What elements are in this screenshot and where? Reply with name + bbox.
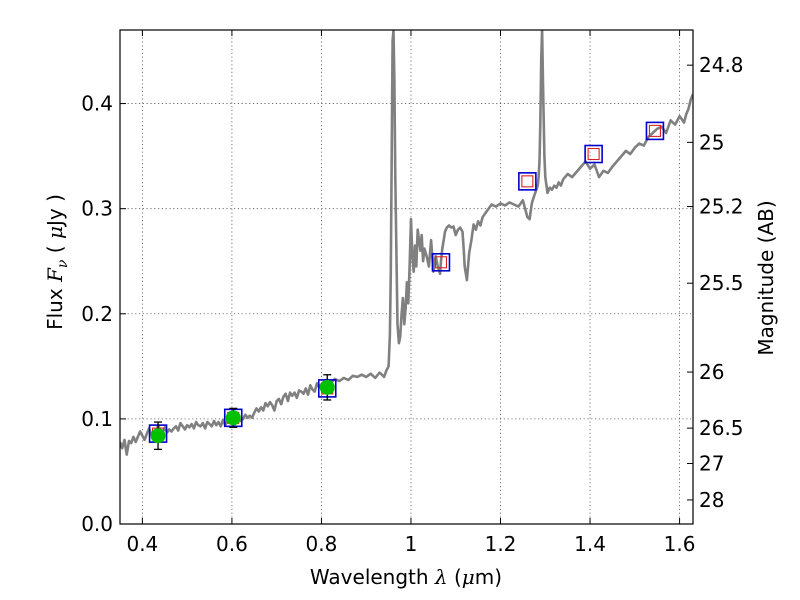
mag-tick-label: 26 [699, 360, 724, 384]
x-tick-label: 0.4 [126, 532, 158, 556]
mag-tick-label: 25.5 [699, 271, 744, 295]
model-square-outer [431, 252, 451, 272]
y-tick-label: 0.2 [81, 302, 113, 326]
observed-point [319, 379, 335, 395]
grid-layer [120, 30, 693, 525]
y-tick-label: 0.4 [81, 92, 113, 116]
x-axis-title: Wavelength λ (μm) [310, 565, 502, 589]
model-square-outer [645, 121, 665, 141]
observed-point [150, 428, 166, 444]
mag-tick-label: 24.8 [699, 53, 744, 77]
y-tick-label: 0.3 [81, 197, 113, 221]
model-square-outer [584, 144, 603, 164]
x-tick-label: 0.6 [216, 532, 248, 556]
mag-tick-label: 25.2 [699, 195, 744, 219]
y-tick-label: 0.0 [81, 512, 113, 536]
model-square-inner [648, 124, 661, 137]
model-square-inner [521, 175, 534, 188]
x-tick-label: 1.4 [574, 532, 606, 556]
plot-frame [119, 29, 694, 525]
x-tick-label: 1.6 [664, 532, 696, 556]
model-square-inner [434, 256, 448, 269]
x-tick-label: 0.8 [306, 532, 338, 556]
tick-layer: 0.4 0.6 0.8 1 1.2 1.4 1.6 0.0 0.1 0.2 0.3 0.4 24.8 25… [81, 30, 744, 556]
mag-tick-label: 25 [699, 130, 724, 154]
y-tick-label: 0.1 [81, 407, 113, 431]
model-square-inner [587, 147, 600, 161]
x-tick-label: 1.2 [485, 532, 517, 556]
mag-tick-label: 26.5 [699, 416, 744, 440]
y-axis-title: Flux Fν ( μJy ) [43, 194, 71, 330]
mag-tick-label: 28 [699, 488, 724, 512]
plot-layer [120, 30, 693, 456]
observed-point [225, 410, 241, 426]
mag-tick-label: 27 [699, 452, 724, 476]
spectrum-line [120, 30, 693, 456]
model-square-outer [518, 172, 537, 191]
y2-axis-title: Magnitude (AB) [754, 200, 778, 355]
x-tick-label: 1 [405, 532, 418, 556]
